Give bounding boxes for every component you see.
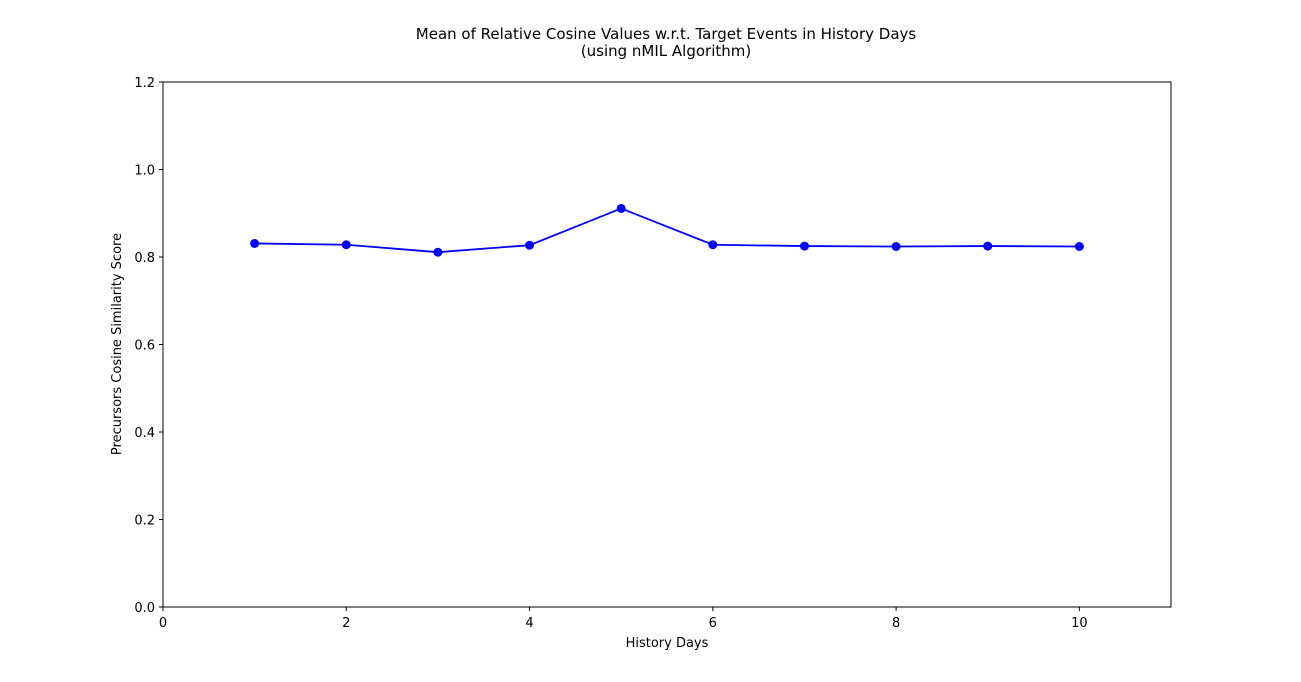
chart-subtitle: (using nMIL Algorithm) (581, 42, 751, 60)
y-axis-label: Precursors Cosine Similarity Score (110, 233, 125, 455)
data-point (616, 203, 626, 213)
y-tick-label: 1.0 (134, 164, 155, 179)
x-tick-label: 0 (159, 616, 167, 631)
y-tick-label: 0.6 (134, 339, 155, 354)
y-tick-label: 0.2 (134, 514, 155, 529)
x-tick-label: 8 (892, 616, 900, 631)
x-axis-label: History Days (626, 636, 709, 651)
data-point (891, 242, 901, 251)
data-point (708, 240, 718, 250)
data-point (1074, 242, 1084, 251)
y-tick-label: 1.2 (134, 76, 155, 91)
x-tick-label: 4 (525, 616, 533, 631)
data-point (799, 241, 809, 251)
data-point (525, 240, 535, 250)
data-point (250, 238, 260, 248)
x-axis-ticks: 0 2 4 6 8 10 (159, 607, 1088, 631)
x-tick-label: 6 (709, 616, 717, 631)
data-point (341, 240, 351, 250)
series-group (250, 203, 1084, 257)
y-tick-label: 0.8 (134, 251, 155, 266)
chart-title: Mean of Relative Cosine Values w.r.t. Ta… (416, 25, 917, 43)
y-axis-ticks: 0.0 0.2 0.4 0.6 0.8 1.0 1.2 (134, 76, 163, 616)
x-tick-label: 2 (342, 616, 350, 631)
x-tick-label: 10 (1071, 616, 1088, 631)
plot-area (162, 81, 1172, 608)
y-tick-label: 0.0 (134, 601, 155, 616)
series-line (254, 207, 1080, 254)
data-point (433, 247, 443, 257)
y-tick-label: 0.4 (134, 426, 155, 441)
data-point (983, 241, 993, 251)
